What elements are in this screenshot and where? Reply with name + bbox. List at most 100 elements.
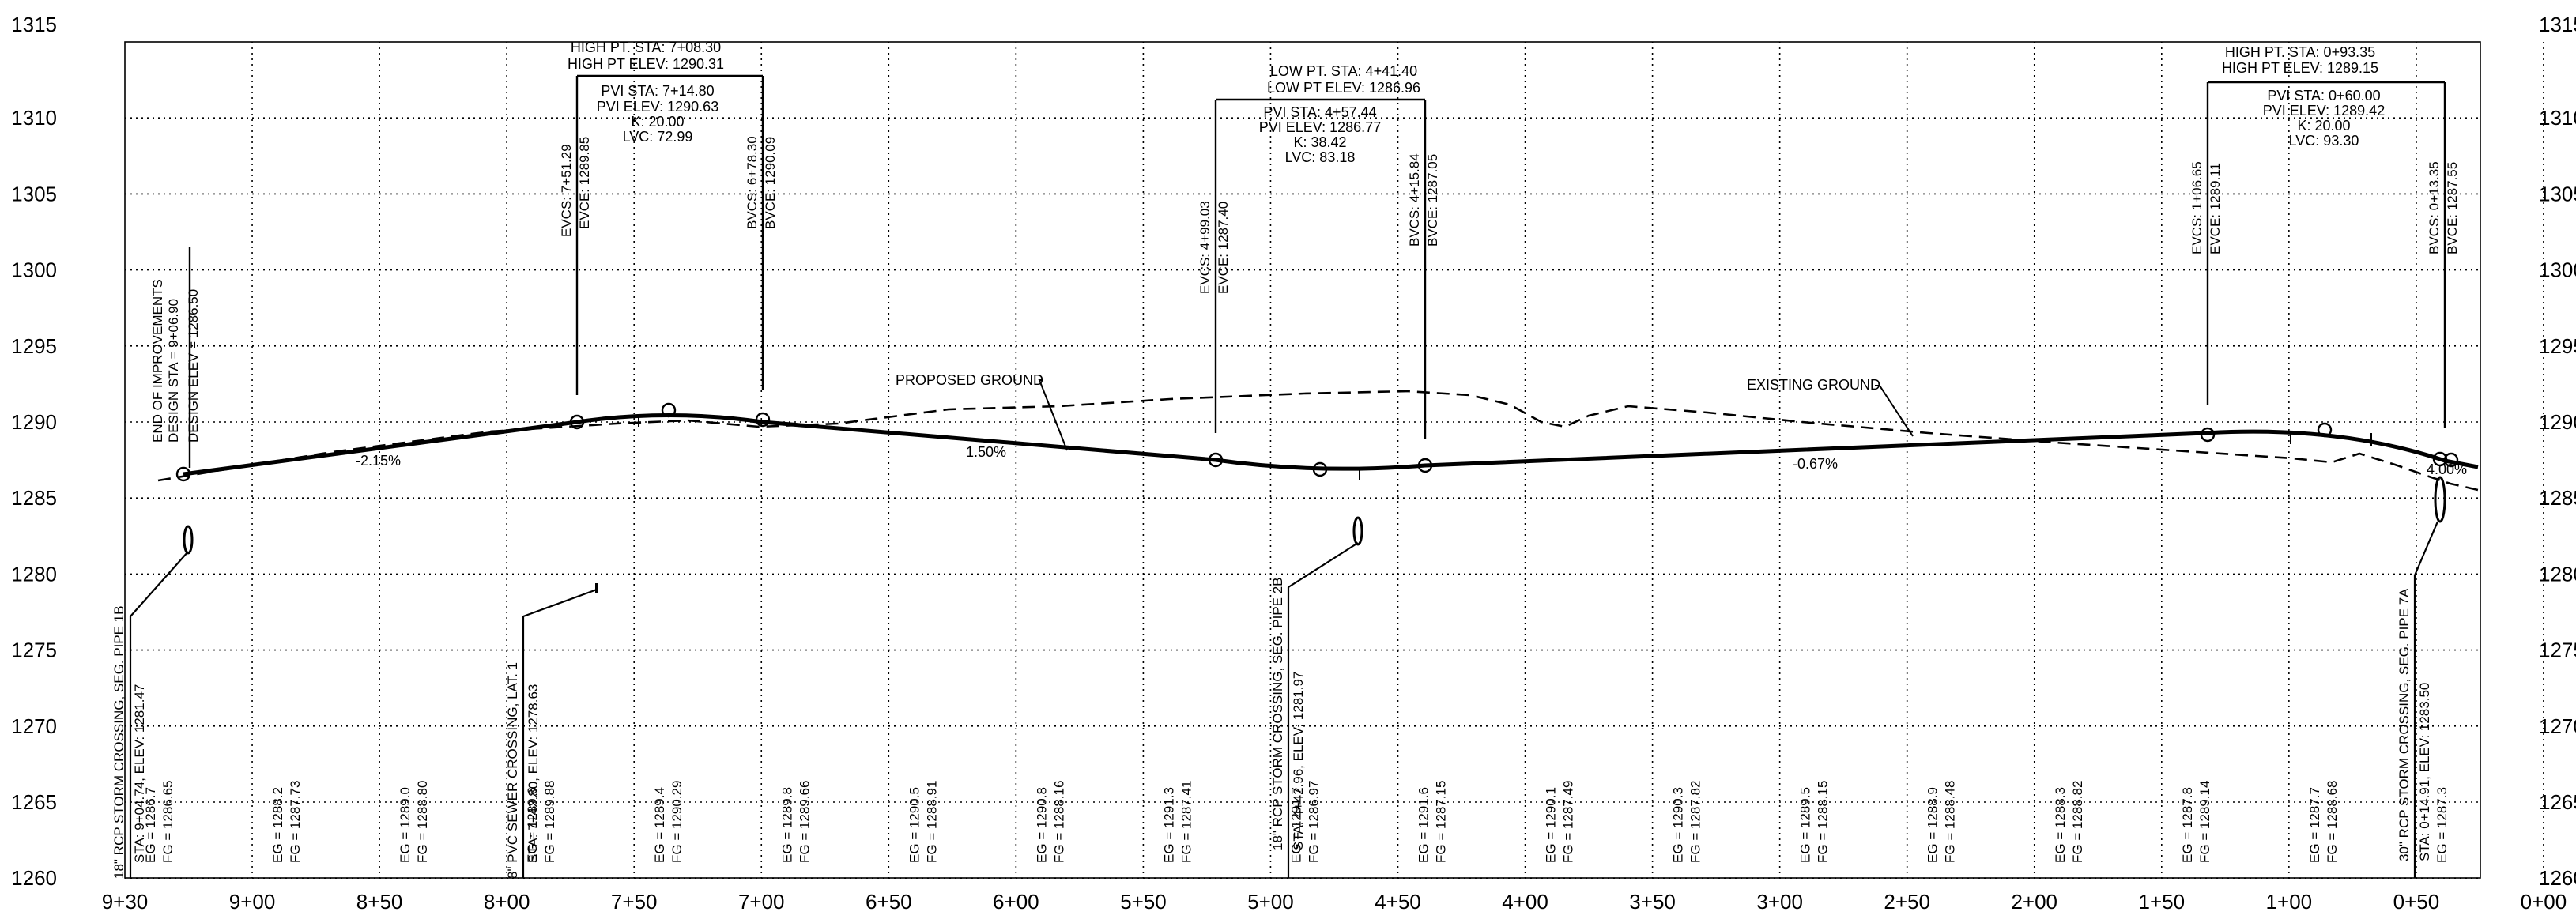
x-tick-label: 7+00 [738,890,785,914]
eg-label: EG = 1290.5 [907,787,922,863]
eg-label: EG = 1289.0 [398,787,413,863]
y-tick-label-right: 1290 [2539,410,2576,434]
crossing-1b-name: 18" RCP STORM CROSSING, SEG. PIPE 1B [111,605,126,879]
grade-3: -0.67% [1793,456,1838,472]
crossing-2b-name: 18" RCP STORM CROSSING, SEG. PIPE 2B [1270,577,1285,850]
curve3-evce: EVCE: 1289.11 [2208,163,2223,254]
pipe-crossing-2b-icon [1352,516,1363,546]
fg-label: FG = 1286.65 [160,781,175,863]
curve1-k: K: 20.00 [631,114,684,130]
y-tick-label-left: 1285 [11,486,57,510]
x-tick-label: 7+50 [611,890,658,914]
x-tick-label: 1+00 [2266,890,2313,914]
existing-ground-line [157,390,2479,492]
y-tick-label-left: 1275 [11,639,57,662]
curve2-pvi-sta: PVI STA: 4+57.44 [1263,104,1376,120]
curve1-high-pt-sta: HIGH PT. STA: 7+08.30 [571,40,721,55]
x-tick-label: 3+50 [1629,890,1676,914]
curve3-bvcs: BVCS: 0+13.35 [2427,161,2442,254]
curve3-high-pt-elev: HIGH PT ELEV: 1289.15 [2222,60,2378,76]
fg-label: FG = 1290.29 [669,781,685,863]
curve1-pvi-sta: PVI STA: 7+14.80 [601,83,714,99]
curve3-bvce: BVCE: 1287.55 [2445,162,2460,254]
eg-label: EG = 1290.8 [1034,787,1049,863]
y-tick-label-right: 1305 [2539,182,2576,205]
x-tick-label: 3+00 [1756,890,1803,914]
eg-label: EG = 1286.7 [143,787,158,863]
y-tick-label-left: 1270 [11,714,57,738]
crossing-7a-name: 30" RCP STORM CROSSING, SEG. PIPE 7A [2397,588,2412,861]
y-tick-label-right: 1275 [2539,639,2576,662]
eg-label: EG = 1287.3 [2435,787,2450,863]
end-design-sta: DESIGN STA = 9+06.90 [166,299,181,443]
y-tick-label-right: 1300 [2539,258,2576,282]
curve1-lvc: LVC: 72.99 [623,129,693,145]
curve3-evcs: EVCS: 1+06.65 [2189,161,2204,254]
crossing-1b-sta: STA: 9+04.74, ELEV: 1281.47 [132,684,147,863]
y-tick-label-left: 1295 [11,334,57,358]
elevation-labels: EG = 1286.7 FG = 1286.65 EG = 1288.2 FG = 1… [143,781,2450,863]
eg-label: EG = 1291.3 [1161,787,1176,863]
end-of-improvements: END OF IMPROVEMENTS [150,279,165,443]
y-tick-label-left: 1280 [11,562,57,586]
y-tick-label-left: 1300 [11,258,57,282]
proposed-ground-label: PROPOSED GROUND [896,372,1043,388]
station-markers [175,402,2459,482]
x-tick-label: 0+50 [2393,890,2440,914]
plot-frame [124,41,2481,879]
y-tick-label-right: 1315 [2539,13,2576,36]
pipe-crossing-lat1-icon [595,583,598,593]
curve2-pvi-elev: PVI ELEV: 1286.77 [1259,119,1381,135]
crossing-7a-sta: STA: 0+14.91, ELEV: 1283.50 [2417,683,2432,861]
proposed-ground-line [183,413,2479,477]
fg-label: FG = 1289.88 [542,781,557,863]
crossing-lat1-name: 8" PVC SEWER CROSSING, LAT. 1 [505,662,520,879]
y-tick-label-right: 1295 [2539,334,2576,358]
eg-label: EG = 1288.3 [2053,787,2068,863]
pipe-crossing-1b-icon [183,525,194,555]
y-tick-label-left: 1315 [11,13,57,36]
crossing-leaders [129,521,2439,878]
x-tick-label: 1+50 [2139,890,2186,914]
y-tick-label-left: 1290 [11,410,57,434]
curve2-low-pt-sta: LOW PT. STA: 4+41.40 [1270,63,1417,79]
fg-label: FG = 1287.41 [1179,781,1194,863]
x-tick-label: 4+50 [1375,890,1421,914]
eg-label: EG = 1289.5 [1798,787,1813,863]
curve1-high-pt-elev: HIGH PT ELEV: 1290.31 [568,56,724,72]
curve3-pvi-elev: PVI ELEV: 1289.42 [2263,103,2385,119]
curve1-bvce: BVCE: 1290.09 [763,137,778,229]
fg-label: FG = 1287.73 [288,781,303,863]
x-tick-label: 9+30 [102,890,149,914]
y-tick-label-right: 1310 [2539,106,2576,130]
eg-label: EG = 1289.6 [525,787,540,863]
fg-label: FG = 1289.66 [797,781,812,863]
fg-label: FG = 1286.97 [1306,781,1321,863]
curve3-lvc: LVC: 93.30 [2289,133,2359,149]
x-tick-label: 6+50 [866,890,912,914]
eg-label: EG = 1290.1 [1544,787,1559,863]
eg-label: EG = 1290.3 [1671,787,1686,863]
x-tick-label: 5+50 [1120,890,1167,914]
y-tick-label-right: 1265 [2539,790,2576,814]
fg-label: FG = 1288.68 [2325,781,2340,863]
x-tick-label: 4+00 [1502,890,1548,914]
eg-label: EG = 1289.4 [652,787,667,863]
fg-label: FG = 1287.49 [1561,781,1576,863]
curve2-bvcs: BVCS: 4+15.84 [1407,153,1422,247]
x-axis: 9+30 9+00 8+50 8+00 7+50 7+00 6+50 6+00 5+50 5+00… [102,890,2567,914]
end-design-elev: DESIGN ELEV = 1286.50 [186,289,201,443]
fg-label: FG = 1287.15 [1434,781,1449,863]
eg-label: EG = 1288.2 [270,787,285,863]
x-tick-label: 8+00 [484,890,530,914]
eg-label: EG = 1287.7 [2307,787,2322,863]
x-tick-label: 5+00 [1247,890,1294,914]
fg-label: FG = 1288.80 [415,781,430,863]
x-tick-label: 8+50 [356,890,403,914]
curve2-lvc: LVC: 83.18 [1285,149,1356,165]
eg-label: EG = 1288.9 [1925,787,1940,863]
curve2-bvce: BVCE: 1287.05 [1425,154,1440,247]
x-tick-label: 0+00 [2521,890,2567,914]
fg-label: FG = 1288.48 [1943,781,1958,863]
